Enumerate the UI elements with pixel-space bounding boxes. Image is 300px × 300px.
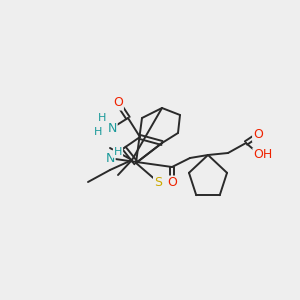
Text: H: H	[94, 127, 102, 137]
Text: O: O	[113, 97, 123, 110]
Text: OH: OH	[254, 148, 273, 161]
Text: O: O	[167, 176, 177, 190]
Text: O: O	[253, 128, 263, 142]
Text: S: S	[154, 176, 162, 188]
Text: H: H	[114, 147, 122, 157]
Text: H: H	[98, 113, 106, 123]
Text: N: N	[107, 122, 117, 134]
Text: N: N	[105, 152, 115, 164]
